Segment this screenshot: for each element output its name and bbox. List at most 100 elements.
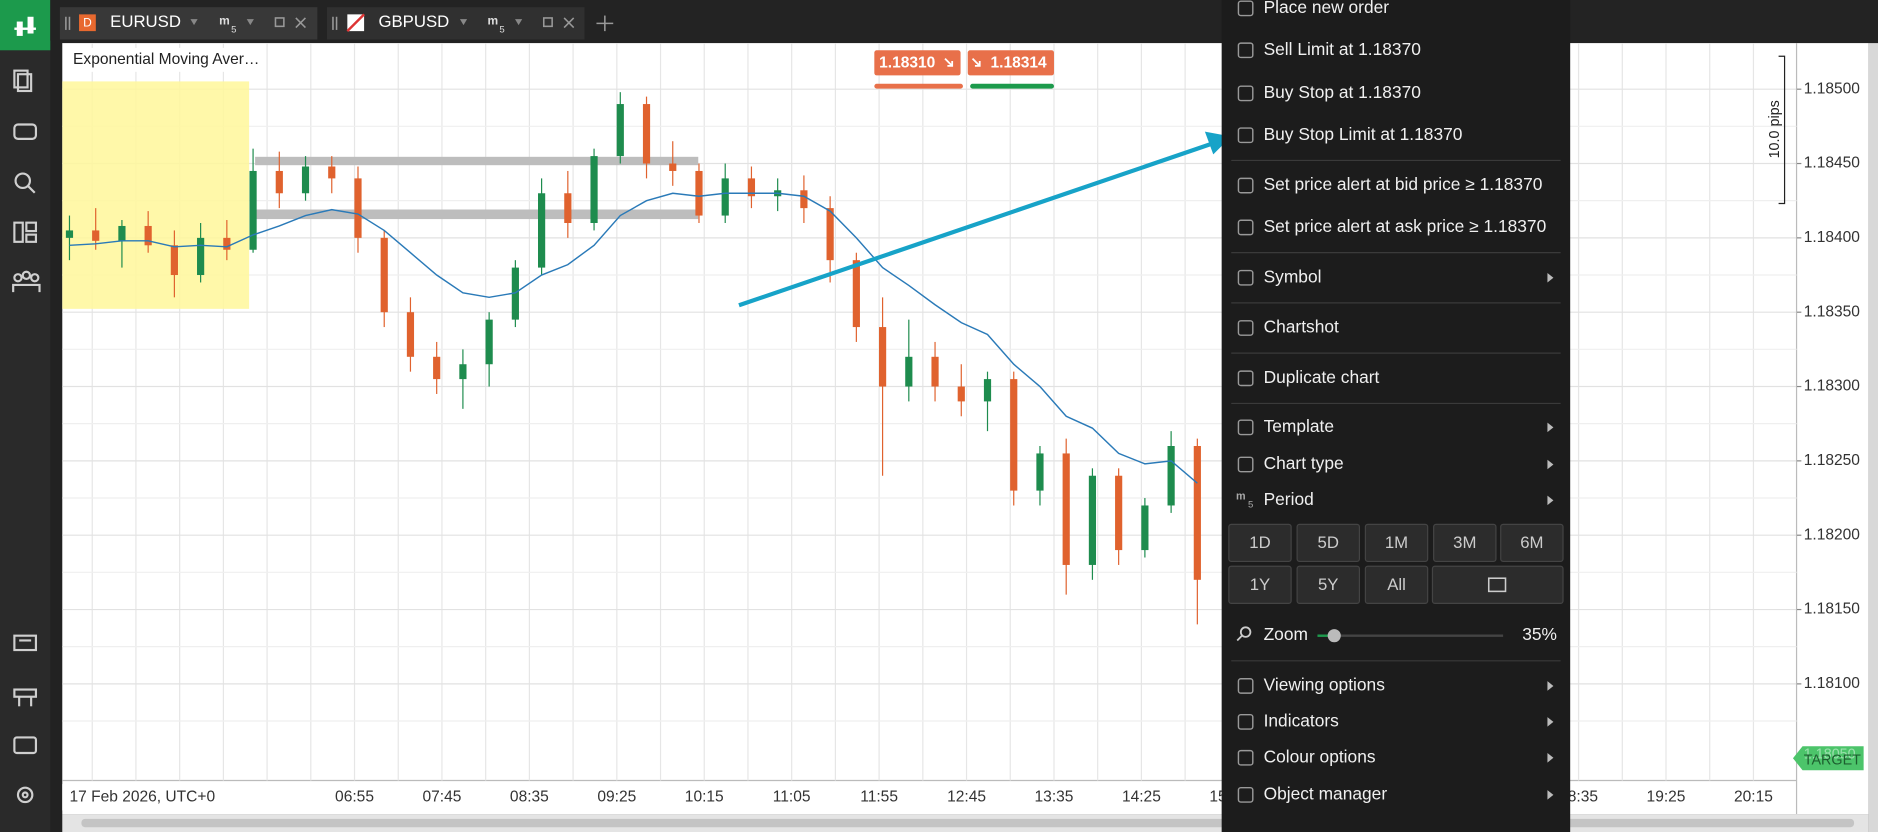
menu-item-label: Set price alert at ask price ≥ 1.18370	[1264, 216, 1547, 236]
menu-icon	[1237, 42, 1254, 59]
menu-icon	[1237, 85, 1254, 102]
candle-body	[747, 178, 756, 197]
period-button-label: 5D	[1318, 533, 1339, 552]
menu-icon	[1237, 749, 1254, 766]
candle-body	[1010, 379, 1018, 491]
candle-body	[826, 208, 834, 261]
candle-body	[328, 166, 336, 179]
menu-icon	[1237, 370, 1254, 387]
menu-item-label: Place new order	[1264, 0, 1390, 17]
period-button[interactable]	[1433, 523, 1497, 563]
menu-icon	[1237, 419, 1254, 436]
candle-body	[800, 190, 808, 209]
calendar-icon	[1487, 577, 1507, 593]
candle-body	[380, 237, 388, 313]
date-label-bg	[62, 784, 242, 811]
menu-icon	[1237, 713, 1254, 730]
pips-label: 10.0 pips	[1767, 100, 1783, 158]
candle-body	[170, 245, 178, 276]
tab-buttons[interactable]	[65, 15, 614, 32]
menu-icon	[1237, 269, 1254, 286]
period-button-label: 3M	[1453, 533, 1476, 552]
candle-body	[249, 170, 257, 250]
candle-body	[983, 379, 992, 402]
zoom-knob[interactable]	[1327, 629, 1341, 643]
submenu-arrow	[1547, 459, 1554, 470]
menu-item-label: Buy Stop at 1.18370	[1264, 82, 1421, 102]
menu-item-label: Symbol	[1264, 266, 1322, 286]
period-button[interactable]	[1296, 565, 1360, 604]
tab-carets[interactable]	[190, 19, 523, 26]
menu-bg	[1221, 0, 1571, 832]
ask-box[interactable]	[967, 50, 1054, 76]
bid-box[interactable]	[874, 50, 961, 76]
x-tick-label: 19:25	[1647, 788, 1686, 805]
scrollbar-thumb[interactable]	[81, 818, 1855, 828]
candle-body	[301, 166, 310, 194]
submenu-arrow	[1547, 681, 1554, 691]
menu-icon	[1237, 456, 1254, 473]
tab-title: EURUSD	[110, 12, 181, 31]
period-button-label: 1Y	[1250, 575, 1271, 594]
date-label: 17 Feb 2026, UTC+0	[69, 788, 215, 805]
target-tag[interactable]	[1792, 746, 1864, 771]
x-tick-label: 13:35	[1035, 788, 1074, 805]
indicator-label: Exponential Moving Aver…	[73, 51, 259, 68]
highlight-box	[62, 81, 250, 309]
submenu-arrow	[1547, 717, 1554, 727]
menu-item-label: Indicators	[1264, 710, 1340, 730]
candle-body	[852, 260, 860, 328]
period-button[interactable]	[1364, 523, 1429, 563]
sidebar-logo[interactable]	[0, 0, 51, 51]
submenu-arrow	[1547, 272, 1554, 283]
tab[interactable]	[59, 7, 318, 40]
bid-price: 1.18310	[879, 55, 936, 72]
menu-item-label: Duplicate chart	[1264, 367, 1380, 387]
menu-icon	[1237, 678, 1254, 694]
zoom-icon	[1239, 626, 1252, 638]
tab[interactable]	[326, 7, 585, 40]
candle-body	[1141, 505, 1149, 551]
y-tick-label: 1.18200	[1804, 526, 1861, 543]
tab-badge-text: D	[83, 16, 92, 30]
x-tick-label: 07:45	[422, 788, 461, 805]
tab-flag-line	[346, 13, 365, 32]
menu-icon	[1237, 320, 1254, 336]
bid-arrow	[944, 58, 954, 67]
candle-body	[433, 356, 441, 380]
candle-body	[931, 356, 939, 387]
menu-icon	[1237, 786, 1254, 803]
period-button[interactable]	[1364, 565, 1429, 604]
y-tick-label: 1.18350	[1804, 303, 1861, 320]
candle-body	[92, 230, 100, 241]
submenu-arrow	[1547, 790, 1554, 800]
candle-body	[511, 267, 519, 320]
candle-body	[1167, 446, 1175, 506]
period-button[interactable]	[1500, 523, 1564, 563]
tab-period: m	[219, 14, 230, 28]
period-button[interactable]	[1296, 523, 1360, 563]
x-tick-label: 11:55	[860, 788, 898, 805]
candle-body	[406, 312, 415, 357]
target-price: 1.18050	[1804, 746, 1856, 762]
candle-body	[564, 193, 572, 223]
candle-body	[616, 104, 624, 157]
context-menu: Place new order Sell Limit at 1.18370 Buy …	[1221, 0, 1571, 832]
period-button[interactable]	[1228, 523, 1292, 563]
period-button[interactable]	[1228, 565, 1292, 604]
menu-item-label: Sell Limit at 1.18370	[1264, 39, 1421, 59]
candle-body	[485, 319, 493, 365]
sidebar-icons[interactable]	[12, 69, 41, 804]
plot	[65, 92, 1201, 625]
x-tick-label: 20:15	[1734, 788, 1773, 805]
calendar-button[interactable]	[1431, 565, 1564, 604]
period-button-label: 5Y	[1318, 575, 1339, 594]
x-tick-label: 11:05	[773, 788, 811, 805]
y-tick-label: 1.18450	[1804, 155, 1861, 172]
candle-body	[1115, 475, 1123, 551]
period-button-label: 6M	[1520, 533, 1543, 552]
x-tick-label: 08:35	[510, 788, 549, 805]
menu-item-label: Buy Stop Limit at 1.18370	[1264, 124, 1463, 144]
menu-icon	[1237, 177, 1254, 194]
